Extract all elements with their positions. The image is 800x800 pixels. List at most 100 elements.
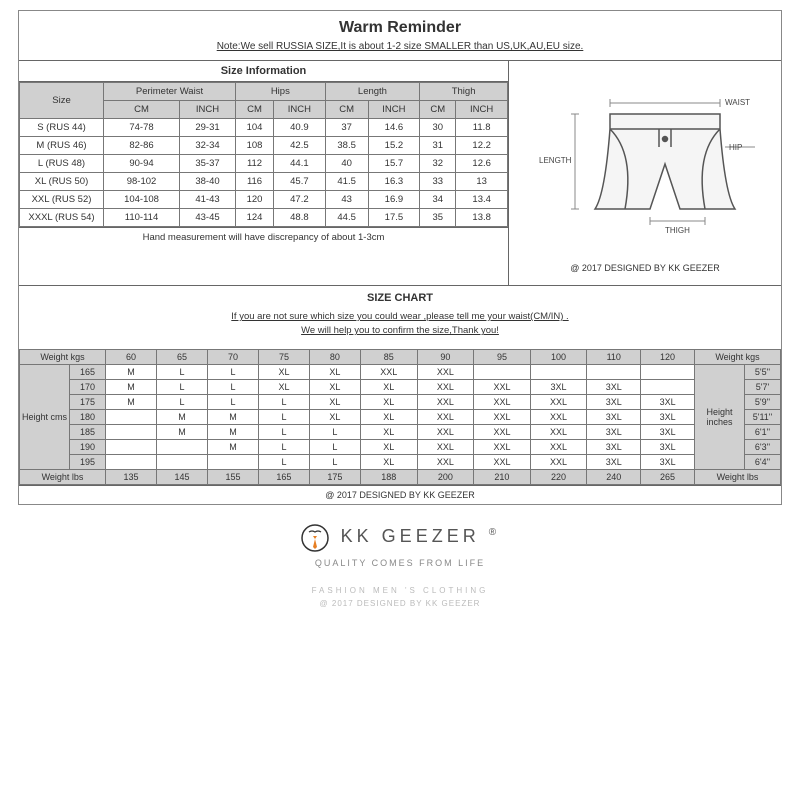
table-cell: 16.9: [368, 191, 420, 209]
table-cell: 3XL: [587, 454, 641, 469]
table-cell: 33: [420, 173, 456, 191]
table-cell: XXL: [417, 454, 474, 469]
unit-inch: INCH: [274, 101, 326, 119]
table-cell: XXL: [530, 439, 587, 454]
table-cell: [641, 364, 695, 379]
table-cell: 110: [587, 349, 641, 364]
table-cell: 6'4'': [745, 454, 781, 469]
diagram-thigh-label: THIGH: [665, 226, 690, 235]
table-cell: M: [106, 364, 157, 379]
table-cell: 31: [420, 137, 456, 155]
table-cell: 74-78: [104, 119, 180, 137]
table-cell: [587, 364, 641, 379]
diagram-wrap: WAIST HIP LENGTH THIGH @ 2017 DESIGNED B…: [509, 61, 781, 285]
table-cell: 38-40: [180, 173, 236, 191]
table-cell: [106, 409, 157, 424]
table-cell: 12.2: [456, 137, 508, 155]
table-cell: 5'5'': [745, 364, 781, 379]
table-cell: 85: [360, 349, 417, 364]
table-row: XXXL (RUS 54)110-11443-4512448.844.517.5…: [20, 209, 508, 227]
table-cell: L: [207, 394, 258, 409]
table-cell: 3XL: [587, 379, 641, 394]
table-cell: 65: [156, 349, 207, 364]
table-cell: M (RUS 46): [20, 137, 104, 155]
table-cell: 15.2: [368, 137, 420, 155]
table-cell: [106, 454, 157, 469]
brand-footer: KK GEEZER ® QUALITY COMES FROM LIFE FASH…: [0, 505, 800, 618]
table-cell: 104-108: [104, 191, 180, 209]
table-cell: XL: [360, 409, 417, 424]
table-cell: M: [156, 409, 207, 424]
table-cell: XXL: [474, 439, 531, 454]
brand-logo-icon: [300, 523, 330, 556]
table-cell: XXL: [360, 364, 417, 379]
table-cell: 32: [420, 155, 456, 173]
table-cell: 112: [235, 155, 273, 173]
table-cell: 185: [70, 424, 106, 439]
table-cell: Height inches: [695, 364, 745, 469]
table-cell: 108: [235, 137, 273, 155]
table-cell: XXL: [417, 364, 474, 379]
table-cell: 13: [456, 173, 508, 191]
brand-foot-2: @ 2017 DESIGNED BY KK GEEZER: [0, 599, 800, 608]
table-cell: [530, 364, 587, 379]
table-cell: 195: [70, 454, 106, 469]
table-cell: L: [156, 379, 207, 394]
table-cell: L: [309, 454, 360, 469]
col-length: Length: [325, 83, 420, 101]
table-cell: 45.7: [274, 173, 326, 191]
table-cell: 170: [70, 379, 106, 394]
size-chart-section: SIZE CHART If you are not sure which siz…: [19, 285, 781, 504]
table-cell: 44.5: [325, 209, 368, 227]
table-cell: 240: [587, 469, 641, 484]
table-cell: 116: [235, 173, 273, 191]
table-cell: L: [309, 439, 360, 454]
col-pw: Perimeter Waist: [104, 83, 236, 101]
table-cell: XXL: [417, 439, 474, 454]
table-cell: XL: [258, 364, 309, 379]
table-cell: 175: [309, 469, 360, 484]
table-cell: M: [207, 424, 258, 439]
unit-inch: INCH: [456, 101, 508, 119]
table-cell: Weight kgs: [695, 349, 781, 364]
table-cell: XXL: [474, 394, 531, 409]
size-table: Size Perimeter Waist Hips Length Thigh C…: [19, 82, 508, 227]
table-cell: 43-45: [180, 209, 236, 227]
table-cell: 12.6: [456, 155, 508, 173]
table-cell: 80: [309, 349, 360, 364]
table-cell: 3XL: [641, 439, 695, 454]
brand-foot-1: FASHION MEN 'S CLOTHING: [0, 586, 800, 595]
chart-design-credit: @ 2017 DESIGNED BY KK GEEZER: [19, 485, 781, 504]
table-cell: XXL (RUS 52): [20, 191, 104, 209]
table-cell: XXL: [530, 394, 587, 409]
size-chart-note: If you are not sure which size you could…: [19, 310, 781, 349]
table-cell: 5'7': [745, 379, 781, 394]
table-cell: L: [258, 454, 309, 469]
table-cell: XL: [360, 439, 417, 454]
table-cell: [156, 454, 207, 469]
table-cell: 95: [474, 349, 531, 364]
table-cell: 48.8: [274, 209, 326, 227]
table-cell: 75: [258, 349, 309, 364]
table-cell: L: [156, 364, 207, 379]
table-row: S (RUS 44)74-7829-3110440.93714.63011.8: [20, 119, 508, 137]
table-cell: Height cms: [20, 364, 70, 469]
size-info-header: Size Information: [19, 61, 508, 82]
col-thigh: Thigh: [420, 83, 508, 101]
table-cell: 3XL: [641, 394, 695, 409]
table-cell: XXL: [417, 424, 474, 439]
table-cell: 265: [641, 469, 695, 484]
table-cell: L: [156, 394, 207, 409]
col-size: Size: [20, 83, 104, 119]
table-cell: 3XL: [530, 379, 587, 394]
shorts-diagram: WAIST HIP LENGTH THIGH: [525, 79, 765, 239]
table-cell: 188: [360, 469, 417, 484]
table-cell: XL: [360, 454, 417, 469]
table-cell: [641, 379, 695, 394]
table-cell: M: [106, 379, 157, 394]
brand-reg: ®: [489, 527, 500, 538]
table-cell: [106, 424, 157, 439]
table-cell: 32-34: [180, 137, 236, 155]
table-cell: S (RUS 44): [20, 119, 104, 137]
table-cell: 38.5: [325, 137, 368, 155]
